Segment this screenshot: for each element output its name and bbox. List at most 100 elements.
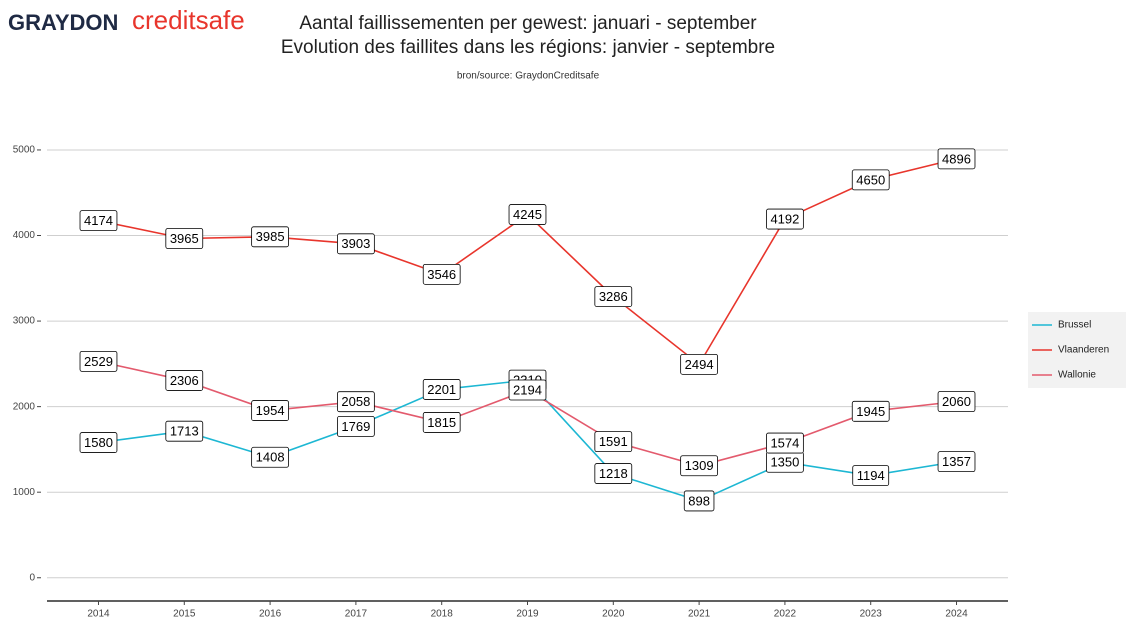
- series-line: [98, 158, 957, 366]
- data-label-text: 2060: [942, 394, 971, 409]
- data-label: 898: [683, 490, 715, 512]
- data-label-text: 1350: [770, 455, 799, 470]
- data-label-box: [680, 455, 718, 477]
- data-label: 3903: [337, 233, 375, 255]
- data-label-text: 2529: [84, 354, 113, 369]
- data-label: 2494: [680, 353, 718, 375]
- logo-brand: GRAYDON: [8, 10, 118, 35]
- data-label-text: 4192: [770, 212, 799, 227]
- data-label-text: 1357: [942, 454, 971, 469]
- data-label-box: [337, 391, 375, 413]
- data-label: 1357: [937, 451, 976, 473]
- data-label-box: [337, 415, 375, 437]
- chart-subtitle: Evolution des faillites dans les régions…: [281, 37, 775, 58]
- data-label-box: [508, 379, 547, 401]
- x-tick-label: 2021: [688, 609, 711, 619]
- data-label: 1580: [79, 432, 118, 453]
- data-label-box: [683, 490, 715, 512]
- data-label-box: [937, 391, 976, 412]
- x-tick-label: 2018: [431, 609, 454, 619]
- data-label: 4896: [937, 148, 976, 170]
- data-label: 4245: [508, 204, 547, 225]
- data-label-box: [680, 353, 718, 375]
- data-label-box: [337, 233, 375, 255]
- data-label-box: [79, 432, 118, 453]
- legend-label: Wallonie: [1058, 370, 1096, 381]
- x-tick-label: 2016: [259, 609, 282, 619]
- data-label-text: 2494: [685, 357, 714, 372]
- x-tick-label: 2022: [774, 609, 797, 619]
- data-label: 1945: [851, 400, 890, 422]
- data-label-text: 1954: [256, 403, 285, 418]
- data-label: 3965: [165, 228, 204, 249]
- x-tick-label: 2015: [173, 609, 196, 619]
- data-label: 1309: [680, 455, 718, 477]
- data-label-box: [79, 210, 118, 232]
- data-label-text: 4245: [513, 207, 542, 222]
- x-tick-label: 2017: [345, 609, 368, 619]
- data-label-box: [508, 204, 547, 225]
- y-tick-label: 2000: [13, 401, 36, 412]
- data-label: 1218: [594, 463, 633, 484]
- data-label-box: [422, 412, 461, 433]
- data-label-text: 3286: [599, 289, 628, 304]
- data-label-text: 1769: [341, 419, 370, 434]
- chart-caption: bron/source: GraydonCreditsafe: [457, 71, 600, 82]
- data-label-text: 1713: [170, 424, 199, 439]
- data-label-text: 1580: [84, 435, 113, 450]
- y-tick-label: 5000: [13, 145, 36, 156]
- data-label-box: [852, 465, 890, 486]
- data-label-box: [851, 400, 890, 422]
- data-label-box: [251, 226, 289, 248]
- x-tick-label: 2023: [860, 609, 883, 619]
- data-label-box: [165, 420, 204, 442]
- data-label-box: [937, 148, 976, 170]
- data-label-text: 4896: [942, 151, 971, 166]
- data-label: 1713: [165, 420, 204, 442]
- data-label-box: [594, 286, 633, 307]
- data-label: 1815: [422, 412, 461, 433]
- data-label: 1350: [766, 451, 804, 473]
- data-label: 1574: [766, 432, 804, 454]
- data-label: 4650: [851, 169, 890, 191]
- x-tick-label: 2014: [87, 609, 110, 619]
- data-label-box: [594, 463, 633, 484]
- data-label: 1591: [594, 431, 633, 453]
- data-label-box: [851, 169, 890, 191]
- data-label: 1408: [251, 446, 289, 468]
- data-label: 3546: [422, 263, 461, 285]
- data-label: 1769: [337, 415, 375, 437]
- data-label-text: 3546: [427, 267, 456, 282]
- data-label-box: [422, 263, 461, 285]
- data-label-box: [165, 228, 204, 249]
- data-label-box: [594, 431, 633, 453]
- data-label-box: [251, 446, 289, 468]
- legend-label: Vlaanderen: [1058, 345, 1109, 356]
- data-label: 2306: [165, 370, 204, 391]
- data-label-text: 2194: [513, 382, 542, 397]
- data-label: 4192: [766, 208, 804, 230]
- data-label-text: 1194: [857, 468, 885, 483]
- data-label-text: 4174: [84, 213, 113, 228]
- data-label: 3286: [594, 286, 633, 307]
- data-label-text: 1815: [427, 415, 456, 430]
- data-label: 1194: [852, 465, 890, 486]
- data-label: 2194: [508, 379, 547, 401]
- data-label-box: [165, 370, 204, 391]
- y-tick-label: 3000: [13, 316, 36, 327]
- data-label-text: 1408: [256, 450, 285, 465]
- x-tick-label: 2024: [945, 609, 968, 619]
- data-label-text: 4650: [856, 172, 885, 187]
- legend-label: Brussel: [1058, 320, 1091, 331]
- data-label-text: 1218: [599, 466, 628, 481]
- data-label-text: 2306: [170, 373, 199, 388]
- data-label-text: 1591: [599, 434, 628, 449]
- data-label-text: 1945: [856, 404, 885, 419]
- data-label: 2058: [337, 391, 375, 413]
- x-tick-label: 2020: [602, 609, 625, 619]
- data-label-text: 1574: [770, 436, 799, 451]
- data-label-box: [422, 379, 461, 400]
- data-label: 3985: [251, 226, 289, 248]
- data-label-box: [766, 208, 804, 230]
